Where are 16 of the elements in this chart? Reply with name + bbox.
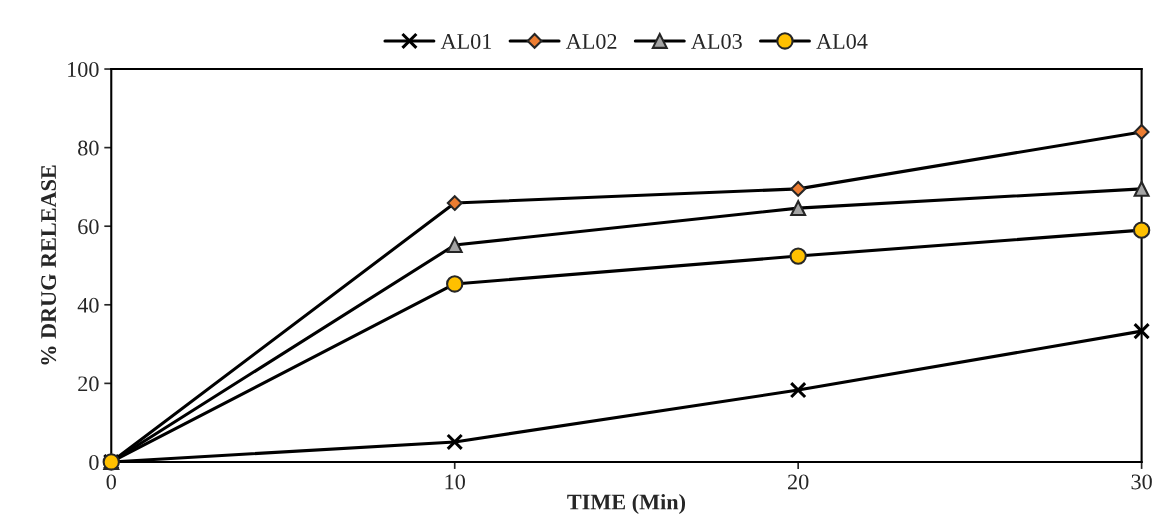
y-tick-label: 80 <box>78 140 99 156</box>
y-tick-label: 100 <box>68 61 99 77</box>
x-tick-label: 0 <box>106 474 116 490</box>
legend-label: AL03 <box>691 33 742 49</box>
legend-label: AL04 <box>816 33 868 49</box>
y-axis-title: % DRUG RELEASE <box>41 165 57 365</box>
y-tick-label: 60 <box>78 219 99 235</box>
x-axis-title: TIME (Min) <box>567 493 686 515</box>
y-tick-label: 0 <box>89 454 99 470</box>
y-tick-label: 20 <box>78 376 99 392</box>
legend-label: AL01 <box>440 33 492 49</box>
x-tick-label: 30 <box>1131 474 1152 490</box>
legend-label: AL02 <box>565 33 617 49</box>
x-tick-label: 20 <box>788 474 809 490</box>
x-tick-label: 10 <box>445 474 465 490</box>
y-tick-label: 40 <box>77 297 99 313</box>
